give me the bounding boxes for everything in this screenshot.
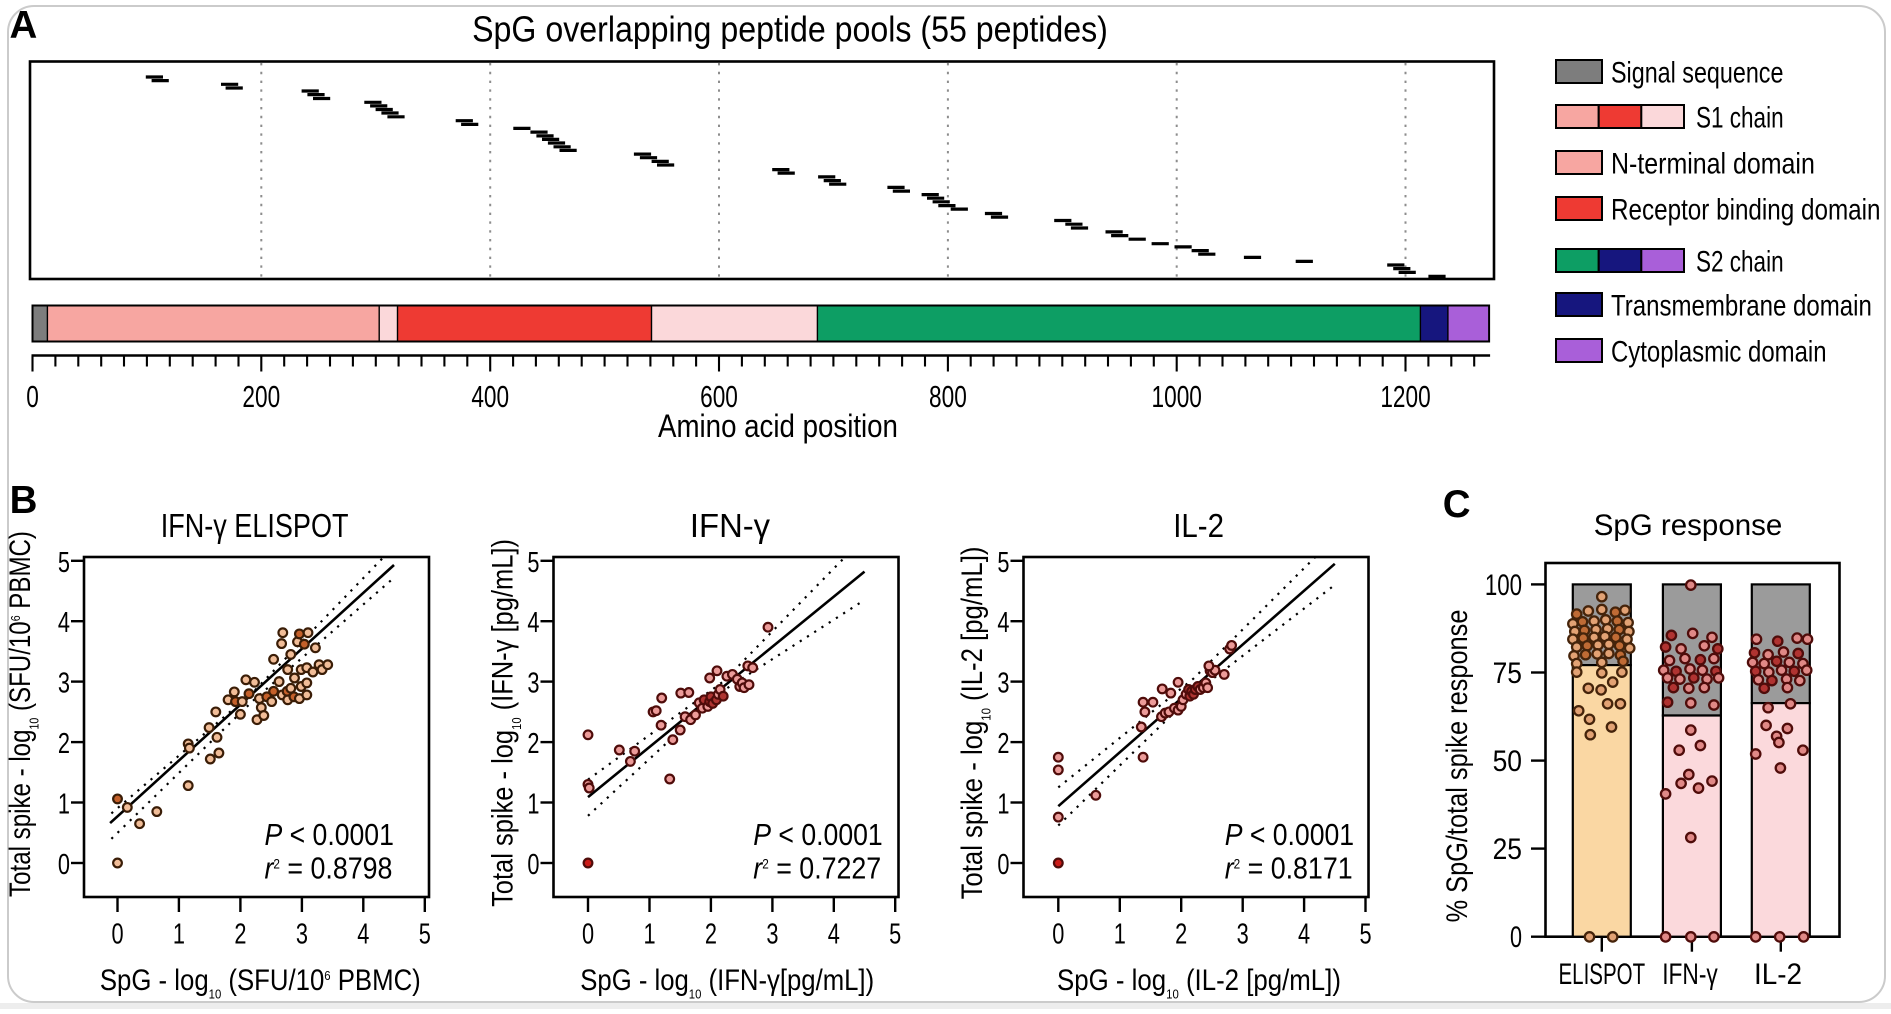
svg-text:r2​ = 0.7227: r2​ = 0.7227 — [753, 852, 881, 886]
svg-text:3: 3 — [527, 668, 539, 700]
svg-text:3: 3 — [766, 919, 778, 951]
svg-text:5: 5 — [419, 919, 431, 951]
svg-text:Cytoplasmic domain: Cytoplasmic domain — [1611, 334, 1827, 368]
svg-text:400: 400 — [471, 378, 509, 413]
svg-text:50: 50 — [1493, 744, 1522, 778]
svg-text:2: 2 — [997, 728, 1009, 760]
svg-text:1: 1 — [643, 919, 655, 951]
svg-text:% SpG/total spike response: % SpG/total spike response — [1440, 610, 1473, 923]
svg-text:3: 3 — [997, 668, 1009, 700]
svg-text:P < 0.0001: P < 0.0001 — [753, 818, 882, 852]
svg-text:IL-2: IL-2 — [1754, 958, 1802, 991]
svg-text:0: 0 — [527, 849, 539, 881]
svg-text:0: 0 — [58, 849, 70, 881]
svg-text:5: 5 — [889, 919, 901, 951]
svg-text:r2​ = 0.8798: r2​ = 0.8798 — [265, 852, 393, 886]
svg-text:4: 4 — [527, 607, 539, 639]
svg-text:ELISPOT: ELISPOT — [1559, 958, 1646, 991]
svg-text:600: 600 — [700, 378, 738, 413]
svg-text:1200: 1200 — [1380, 378, 1430, 413]
svg-text:4: 4 — [58, 607, 70, 639]
svg-text:4: 4 — [357, 919, 369, 951]
svg-text:0: 0 — [997, 849, 1009, 881]
svg-text:2: 2 — [527, 728, 539, 760]
svg-text:Receptor binding domain: Receptor binding domain — [1611, 192, 1881, 226]
svg-text:0: 0 — [1052, 919, 1064, 951]
svg-text:N-terminal domain: N-terminal domain — [1611, 146, 1815, 180]
svg-text:0: 0 — [582, 919, 594, 951]
svg-text:IFN-γ: IFN-γ — [690, 507, 771, 544]
svg-text:75: 75 — [1493, 655, 1522, 689]
svg-text:5: 5 — [997, 547, 1009, 579]
svg-text:1000: 1000 — [1152, 378, 1202, 413]
svg-text:C: C — [1443, 483, 1471, 526]
svg-text:0: 0 — [1510, 920, 1522, 954]
svg-text:0: 0 — [26, 378, 39, 413]
svg-text:100: 100 — [1485, 568, 1522, 602]
svg-text:25: 25 — [1493, 832, 1522, 866]
svg-text:3: 3 — [58, 668, 70, 700]
svg-text:1: 1 — [1114, 919, 1126, 951]
svg-text:P < 0.0001: P < 0.0001 — [265, 818, 394, 852]
svg-text:4: 4 — [997, 607, 1009, 639]
svg-text:Amino acid position: Amino acid position — [658, 409, 898, 444]
svg-text:r2​ = 0.8171: r2​ = 0.8171 — [1225, 852, 1353, 886]
svg-text:SpG response: SpG response — [1594, 509, 1783, 542]
svg-text:2: 2 — [1175, 919, 1187, 951]
svg-text:B: B — [10, 479, 38, 522]
svg-text:3: 3 — [296, 919, 308, 951]
svg-text:200: 200 — [242, 378, 280, 413]
svg-text:Total spike - log10​ (SFU/106​: Total spike - log10​ (SFU/106​ PBMC) — [2, 531, 41, 897]
svg-text:SpG - log10​ (SFU/106​ PBMC): SpG - log10​ (SFU/106​ PBMC) — [100, 963, 421, 1001]
svg-text:1: 1 — [58, 789, 70, 821]
svg-text:S2 chain: S2 chain — [1696, 244, 1784, 278]
svg-text:2: 2 — [705, 919, 717, 951]
svg-text:800: 800 — [929, 378, 967, 413]
svg-text:0: 0 — [111, 919, 123, 951]
svg-text:3: 3 — [1237, 919, 1249, 951]
svg-text:4: 4 — [1298, 919, 1310, 951]
svg-text:IL-2: IL-2 — [1173, 507, 1224, 544]
svg-text:SpG - log10​ (IFN-γ[pg/mL]): SpG - log10​ (IFN-γ[pg/mL]) — [580, 963, 874, 1001]
svg-text:1: 1 — [997, 789, 1009, 821]
svg-text:2: 2 — [58, 728, 70, 760]
svg-text:S1 chain: S1 chain — [1696, 100, 1784, 134]
svg-text:IFN-γ: IFN-γ — [1662, 957, 1718, 991]
svg-text:P < 0.0001: P < 0.0001 — [1225, 818, 1354, 852]
svg-text:5: 5 — [527, 547, 539, 579]
svg-text:IFN-γ ELISPOT: IFN-γ ELISPOT — [161, 509, 349, 545]
svg-text:1: 1 — [527, 789, 539, 821]
svg-text:Transmembrane domain: Transmembrane domain — [1611, 288, 1872, 322]
svg-text:1: 1 — [173, 919, 185, 951]
svg-text:Total spike - log10​ (IL-2 [pg: Total spike - log10​ (IL-2 [pg/mL]) — [955, 547, 993, 900]
svg-text:A: A — [10, 4, 38, 47]
svg-text:4: 4 — [828, 919, 840, 951]
svg-text:2: 2 — [234, 919, 246, 951]
svg-text:SpG - log10​ (IL-2 [pg/mL]): SpG - log10​ (IL-2 [pg/mL]) — [1057, 963, 1341, 1001]
svg-text:Signal sequence: Signal sequence — [1611, 56, 1783, 89]
svg-text:Total spike - log10​ (IFN-γ [p: Total spike - log10​ (IFN-γ [pg/mL]) — [486, 539, 525, 907]
svg-text:5: 5 — [1359, 919, 1371, 951]
svg-text:5: 5 — [58, 547, 70, 579]
svg-text:SpG overlapping peptide pools: SpG overlapping peptide pools (55 peptid… — [472, 10, 1108, 50]
